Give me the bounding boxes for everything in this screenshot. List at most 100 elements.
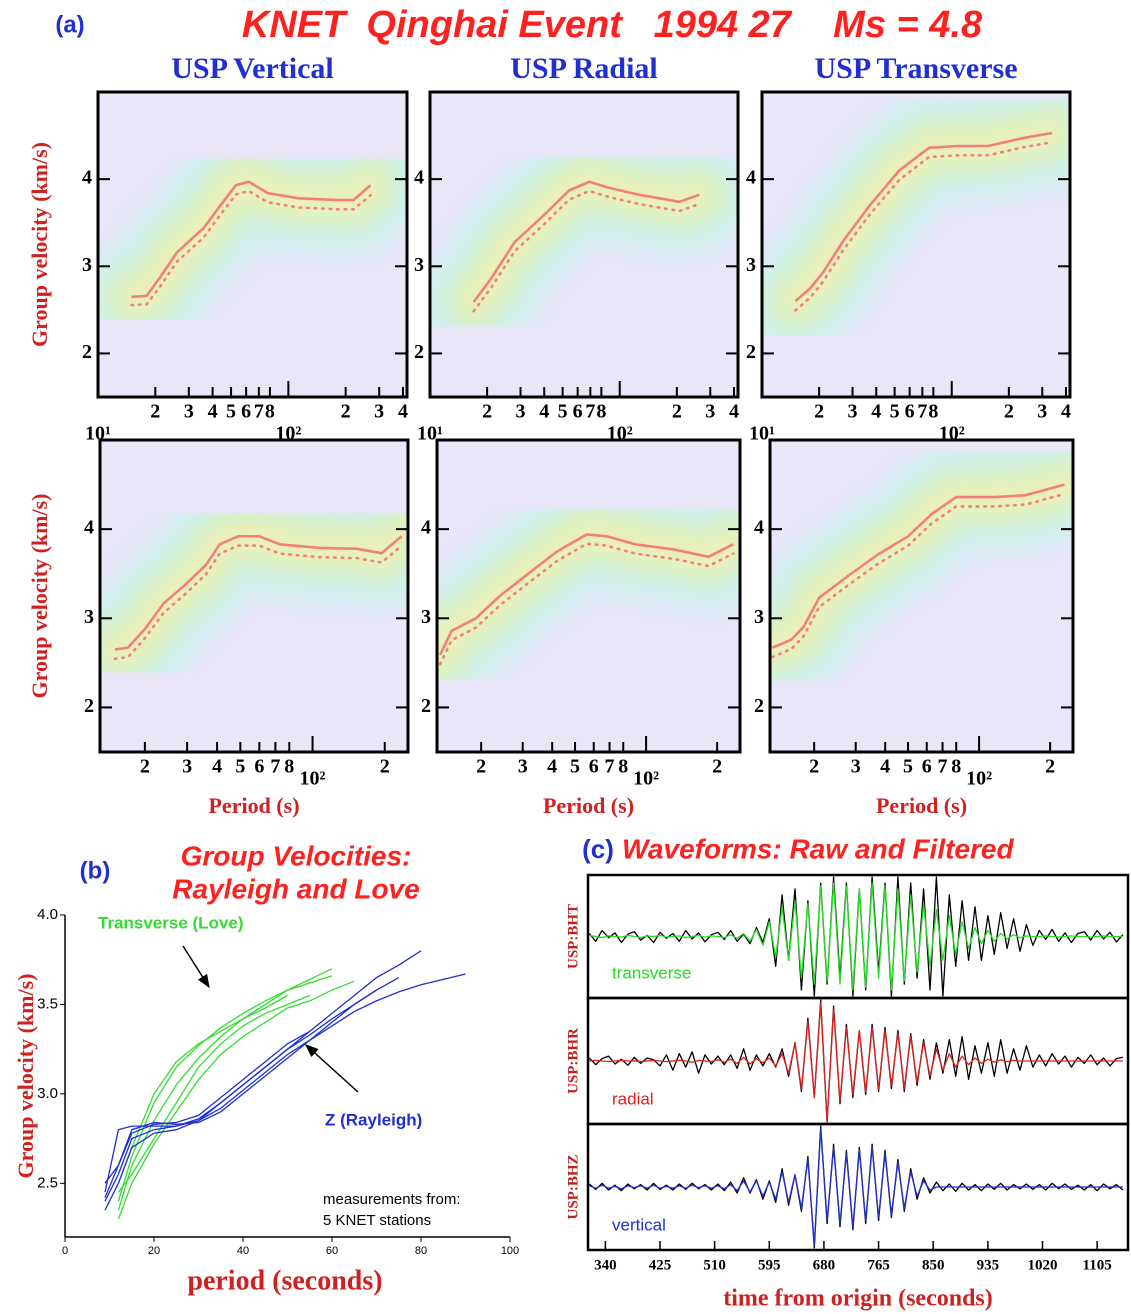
plot-area [588,876,1124,997]
x-tick-label: 3 [374,401,384,423]
x-tick-label: 7 [605,756,615,778]
velocity-curve [104,1030,311,1198]
plot-frame [768,438,1075,754]
plot-frame [96,90,409,399]
plot-area [770,440,1073,752]
x-tick-label: 2 [380,756,390,778]
velocity-curve [104,989,377,1184]
x-tick-label: 7 [917,401,927,423]
x-tick-label: 340 [594,1257,617,1273]
y-axis-label: Group velocity (km/s) [27,142,52,347]
trace-annotation: transverse [612,963,691,982]
panel-title: Rayleigh and Love [172,873,419,904]
x-tick-label: 6 [905,401,915,423]
x-tick-label: 4 [880,756,890,778]
x-tick-label: 3 [518,756,528,778]
x-tick-label: 100 [501,1245,519,1257]
x-tick-label: 4 [871,401,881,423]
x-tick-label: 2 [476,756,486,778]
filtered-waveform [589,882,1123,991]
velocity-curve [104,973,466,1202]
trace-annotation: vertical [612,1215,666,1234]
x-tick-label: 2 [672,401,682,423]
y-tick-label: 3 [746,254,756,276]
x-tick-label: 2 [712,756,722,778]
y-tick-label: 2 [754,695,764,717]
y-axis-label: Group velocity (km/s) [27,494,52,699]
x-tick-label: 3 [848,401,858,423]
x-axis-label: Period (s) [876,793,967,818]
dispersion-curve [794,131,1053,303]
x-tick-label: 1105 [1083,1257,1112,1273]
x-tick-label: 8 [284,756,294,778]
x-tick-label: 10² [966,768,992,790]
dispersion-curve-dotted [130,189,372,307]
velocity-curve [117,994,311,1193]
annotation: Transverse (Love) [98,913,244,932]
y-tick-label: 3 [82,254,92,276]
x-tick-label: 3 [182,756,192,778]
y-tick-label: 3 [754,606,764,628]
plot-area [588,999,1124,1123]
x-tick-label: 2 [809,756,819,778]
plot-frame [760,90,1072,399]
x-tick-label: 510 [703,1257,726,1273]
x-tick-label: 2 [482,401,492,423]
plot-area [762,92,1070,397]
y-tick-label: 3 [84,606,94,628]
x-tick-label: 3 [851,756,861,778]
x-tick-label: 2 [1004,401,1014,423]
y-tick-label: 4 [421,517,431,539]
y-tick-label: 4.0 [37,906,58,923]
y-tick-label: 2 [84,695,94,717]
x-tick-label: 6 [922,756,932,778]
x-tick-label: 1020 [1028,1257,1058,1273]
x-tick-label: 40 [237,1245,249,1257]
y-tick-label: 4 [754,517,764,539]
annotation: measurements from: [323,1191,461,1208]
x-axis-label: period (seconds) [187,1265,382,1296]
x-tick-label: 2 [814,401,824,423]
x-tick-label: 2 [140,756,150,778]
velocity-curve [104,950,422,1193]
x-tick-label: 7 [254,401,264,423]
plot-area [100,440,408,752]
dispersion-curve [472,180,700,303]
y-axis-label: Group velocity (km/s) [13,974,38,1179]
annotation: Z (Rayleigh) [325,1110,422,1129]
plot-frame [435,438,742,754]
x-axis-label: Period (s) [543,793,634,818]
panel-title: Group Velocities: [181,840,412,871]
x-tick-label: 10² [633,768,659,790]
x-tick-label: 4 [212,756,222,778]
dispersion-curve-dotted [794,140,1054,312]
plot-frame [98,438,410,754]
y-tick-label: 2 [421,695,431,717]
dispersion-curve [114,535,403,651]
x-tick-label: 4 [729,401,739,423]
x-tick-label: 5 [226,401,236,423]
x-tick-label: 8 [265,401,275,423]
arrow [182,945,210,989]
x-tick-label: 3 [1037,401,1047,423]
x-tick-label: 8 [596,401,606,423]
velocity-curve [117,980,355,1220]
y-tick-label: 2.5 [37,1174,58,1191]
x-tick-label: 850 [922,1257,945,1273]
velocity-curve [117,968,333,1211]
panel-title: Waveforms: Raw and Filtered [622,833,1014,864]
x-tick-label: 4 [208,401,218,423]
x-tick-label: 425 [649,1257,672,1273]
velocity-curve [104,977,400,1211]
plot-area [98,92,407,397]
subplot-title: USP Transverse [814,52,1017,85]
subplot-title: USP Radial [510,52,658,85]
panel-label: (b) [80,857,111,884]
y-tick-label: 4 [746,167,756,189]
figure-title: KNET Qinghai Event 1994 27 Ms = 4.8 [242,4,983,46]
plot-frame [428,90,740,399]
x-tick-label: 6 [573,401,583,423]
x-tick-label: 5 [558,401,568,423]
